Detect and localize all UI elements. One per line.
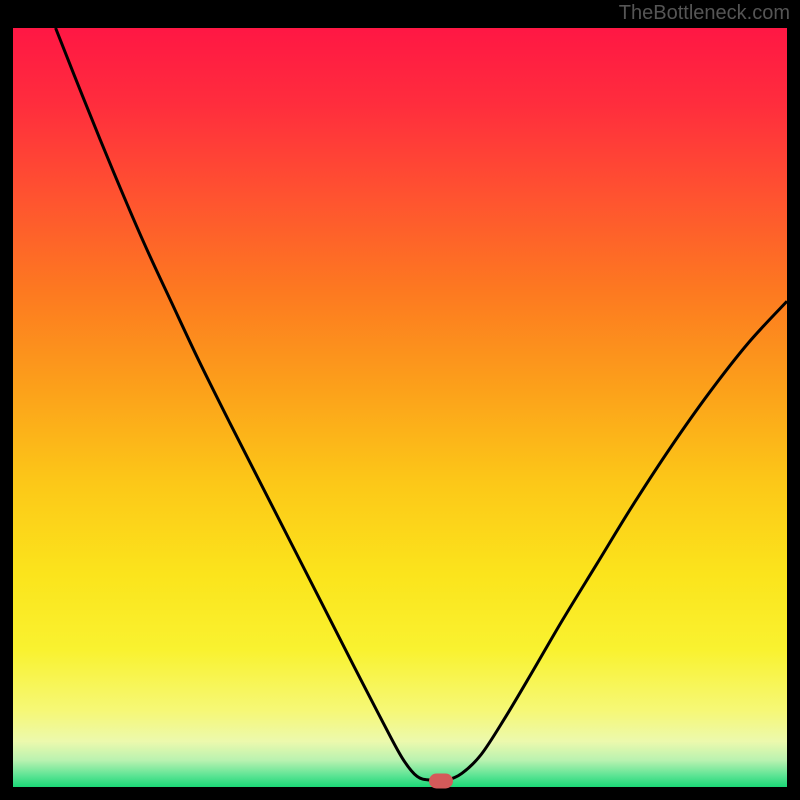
plot-frame (13, 28, 787, 787)
optimal-point-marker (429, 773, 453, 788)
watermark-text: TheBottleneck.com (619, 2, 790, 25)
bottleneck-curve (13, 28, 787, 787)
